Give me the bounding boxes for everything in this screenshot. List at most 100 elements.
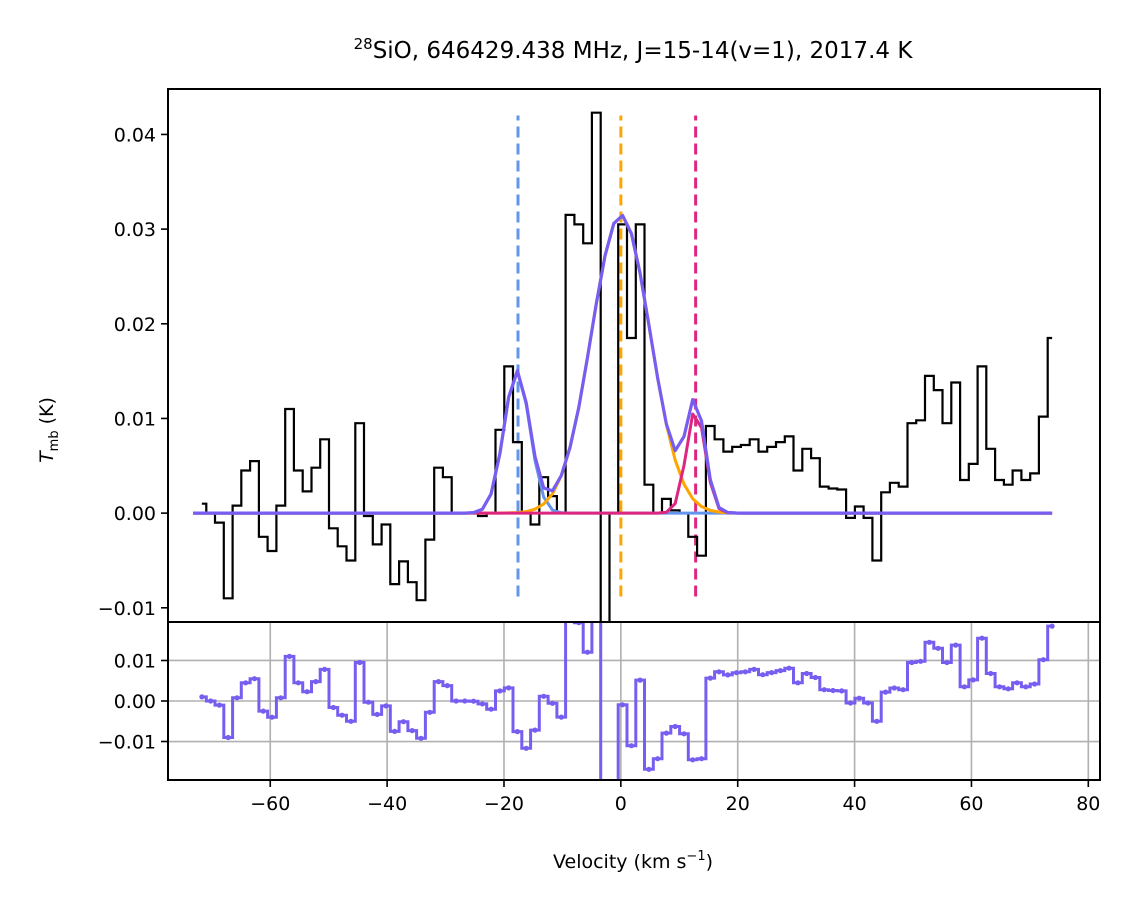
residual-point bbox=[733, 670, 740, 676]
residual-point bbox=[479, 701, 485, 707]
residual-point bbox=[374, 711, 380, 718]
residual-point bbox=[865, 700, 871, 706]
residual-point bbox=[286, 653, 293, 660]
residual-point bbox=[646, 766, 652, 772]
residual-point bbox=[988, 670, 994, 677]
residual-point bbox=[769, 670, 775, 676]
x-tick-label: −60 bbox=[250, 793, 290, 815]
residual-point bbox=[243, 680, 249, 686]
residual-point bbox=[839, 688, 845, 694]
residual-point bbox=[1049, 623, 1055, 629]
residual-point bbox=[506, 685, 512, 691]
residual-point bbox=[199, 694, 205, 700]
residual-point bbox=[716, 669, 722, 675]
residual-point bbox=[409, 728, 415, 734]
residual-point bbox=[935, 645, 941, 651]
residual-point bbox=[365, 699, 371, 705]
residual-point bbox=[208, 698, 214, 704]
x-tick-label: 60 bbox=[959, 793, 983, 815]
residual-point bbox=[856, 695, 862, 701]
residual-axes: −60 −40 −20 0 20 40 60 80 −0.01 0.00 0.01 bbox=[98, 650, 1101, 815]
residual-point bbox=[567, 599, 572, 604]
residual-point bbox=[523, 745, 529, 751]
residual-point bbox=[216, 702, 222, 708]
y-tick-label: 0.01 bbox=[114, 408, 156, 430]
gaussian-component-3 bbox=[193, 412, 1053, 515]
residual-point bbox=[427, 709, 433, 715]
y-tick-label: 0.03 bbox=[114, 219, 156, 241]
x-tick-label: 80 bbox=[1076, 793, 1100, 815]
residual-point bbox=[453, 698, 459, 704]
residual-line bbox=[201, 622, 1053, 780]
residual-point bbox=[234, 695, 240, 701]
y-axis-label-main: T bbox=[36, 450, 58, 463]
residual-point bbox=[909, 659, 915, 666]
y-axis-label-unit: (K) bbox=[36, 397, 58, 430]
residual-point bbox=[322, 666, 328, 673]
res-y-tick-label: 0.00 bbox=[114, 691, 156, 713]
residual-point bbox=[655, 756, 661, 762]
residual-point bbox=[918, 658, 924, 664]
residual-point bbox=[1040, 657, 1046, 663]
residual-panel: −60 −40 −20 0 20 40 60 80 −0.01 0.00 0.01 Velocity… bbox=[98, 599, 1101, 873]
residual-point bbox=[847, 700, 854, 706]
residual-point bbox=[260, 708, 266, 714]
residual-point bbox=[681, 731, 687, 737]
residual-point bbox=[821, 687, 827, 693]
residual-point bbox=[295, 680, 301, 686]
y-axis-label: Tmb (K) bbox=[36, 397, 62, 463]
y-axis-label-sub: mb bbox=[47, 430, 62, 451]
residual-point bbox=[392, 728, 398, 735]
x-tick-label: 20 bbox=[726, 793, 750, 815]
x-axis-label-sup: −1 bbox=[686, 849, 705, 864]
y-tick-label: 0.04 bbox=[114, 124, 156, 146]
residual-point bbox=[348, 718, 354, 724]
residual-point bbox=[558, 714, 564, 720]
residual-point bbox=[1023, 684, 1029, 690]
residual-point bbox=[251, 676, 258, 682]
residual-point bbox=[541, 693, 547, 699]
residual-point bbox=[462, 698, 468, 704]
x-tick-label: −20 bbox=[484, 793, 524, 815]
residual-point bbox=[278, 695, 284, 701]
residual-point bbox=[742, 669, 748, 675]
main-series bbox=[193, 111, 1053, 622]
y-tick-label: 0.02 bbox=[114, 314, 156, 336]
res-y-tick-label: −0.01 bbox=[98, 732, 156, 754]
residual-point bbox=[698, 756, 705, 762]
residual-point bbox=[444, 683, 450, 689]
residual-point bbox=[383, 703, 389, 709]
residual-point bbox=[339, 712, 345, 718]
residual-point bbox=[672, 723, 678, 730]
residual-point bbox=[584, 649, 591, 655]
res-y-tick-label: 0.01 bbox=[114, 650, 156, 672]
residual-point bbox=[961, 684, 968, 690]
gaussian-component-1 bbox=[193, 369, 1053, 515]
residual-point bbox=[690, 757, 696, 763]
residual-series bbox=[199, 599, 1055, 780]
total-fit-line bbox=[193, 213, 1053, 515]
x-axis-label: Velocity (km s−1) bbox=[553, 849, 713, 873]
residual-point bbox=[620, 702, 626, 708]
residual-point bbox=[313, 679, 319, 685]
residual-point bbox=[996, 684, 1003, 690]
residual-point bbox=[418, 735, 424, 741]
component-center-lines bbox=[516, 115, 698, 597]
residual-point bbox=[225, 734, 231, 741]
residual-point bbox=[900, 687, 906, 693]
residual-point bbox=[830, 687, 836, 694]
residual-point bbox=[751, 666, 757, 673]
residual-point bbox=[926, 639, 933, 645]
residual-point bbox=[357, 659, 363, 666]
residual-point bbox=[883, 689, 889, 695]
residual-point bbox=[944, 659, 950, 666]
residual-point bbox=[707, 675, 713, 681]
title-text: SiO, 646429.438 MHz, J=15-14(v=1), 2017.… bbox=[373, 38, 914, 64]
residual-point bbox=[1014, 680, 1020, 686]
residual-point bbox=[777, 668, 784, 674]
residual-point bbox=[979, 635, 985, 641]
residual-point bbox=[786, 665, 792, 671]
residual-point bbox=[628, 743, 635, 749]
y-tick-label: 0.00 bbox=[114, 503, 156, 525]
